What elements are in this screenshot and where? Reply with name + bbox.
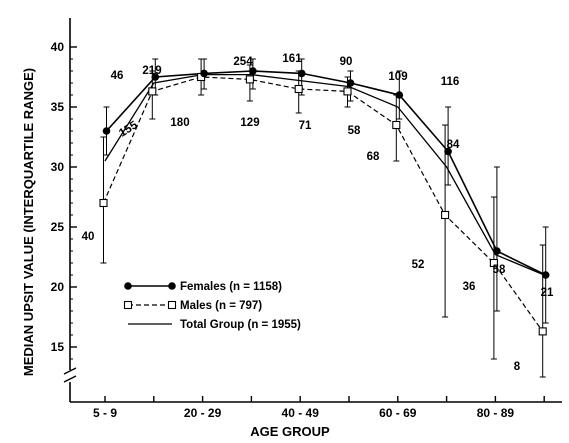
series-lines: [102, 70, 547, 332]
female-point: [444, 147, 452, 156]
male-point: [489, 258, 498, 268]
legend-female-marker: [168, 282, 176, 290]
female-n-label: 58: [493, 264, 506, 276]
female-n-label: 116: [441, 76, 460, 88]
female-point: [151, 73, 160, 81]
female-point: [297, 69, 306, 78]
legend-label: Males (n = 797): [180, 300, 262, 312]
male-point: [148, 87, 157, 96]
male-point: [294, 84, 303, 94]
y-tick-label: 15: [51, 340, 65, 354]
female-point: [346, 79, 355, 87]
total-series-line: [104, 73, 545, 276]
male-point: [343, 87, 352, 96]
male-point: [441, 210, 450, 220]
x-axis-title: AGE GROUP: [250, 424, 330, 439]
female-point: [200, 69, 208, 78]
male-point: [538, 327, 547, 336]
female-point: [395, 91, 404, 99]
female-n-label: 46: [111, 70, 124, 82]
x-tick-label: 20 - 29: [184, 406, 222, 420]
y-tick-label: 30: [51, 160, 65, 174]
male-n-label: 155: [117, 119, 140, 140]
male-n-label: 36: [463, 281, 476, 293]
error-bars: [100, 58, 549, 378]
female-n-label: 109: [388, 71, 407, 83]
female-point: [102, 127, 111, 135]
legend-female-marker: [124, 282, 132, 290]
female-n-label: 90: [340, 56, 353, 68]
n-labels: 46 219 254 161 90 109 116 84 58 21 40 155 180 129 71 58…: [82, 53, 554, 373]
y-tick-label: 35: [51, 100, 65, 114]
x-tick-label: 40 - 49: [282, 406, 320, 420]
series-markers: [99, 67, 550, 336]
female-n-label: 254: [233, 56, 253, 68]
female-point: [249, 67, 257, 75]
male-n-label: 71: [299, 120, 312, 132]
axis-break-mark: [63, 367, 77, 383]
legend-male-marker: [123, 300, 133, 310]
male-point: [99, 198, 108, 208]
axes: 15 20 25 30 35 40 5 - 9 20 - 29 40 - 49 60 - 69 80…: [51, 18, 562, 420]
male-n-label: 129: [240, 117, 259, 129]
male-point: [245, 75, 254, 84]
male-series-line: [102, 76, 544, 332]
female-series-line: [105, 70, 547, 276]
legend: Females (n = 1158) Males (n = 797) Total G…: [123, 281, 301, 331]
female-n-label: 219: [142, 65, 161, 77]
male-point: [392, 120, 401, 130]
female-n-label: 161: [282, 53, 302, 65]
female-point: [541, 271, 550, 279]
female-n-label: 21: [541, 287, 554, 299]
legend-male-marker: [167, 300, 177, 310]
male-n-label: 40: [82, 231, 95, 243]
y-tick-label: 40: [51, 40, 65, 54]
legend-label: Females (n = 1158): [180, 281, 282, 293]
legend-label: Total Group (n = 1955): [180, 319, 301, 331]
female-n-label: 84: [447, 139, 460, 151]
female-point: [493, 247, 501, 255]
y-tick-label: 25: [51, 220, 65, 234]
male-n-label: 180: [170, 117, 189, 129]
male-n-label: 68: [367, 151, 380, 163]
x-tick-label: 5 - 9: [93, 406, 117, 420]
x-tick-label: 80 - 89: [477, 406, 515, 420]
male-n-label: 58: [348, 125, 361, 137]
y-axis-title: MEDIAN UPSIT VALUE (INTERQUARTILE RANGE): [21, 68, 36, 376]
male-n-label: 8: [514, 361, 521, 373]
x-tick-label: 60 - 69: [379, 406, 417, 420]
y-tick-label: 20: [51, 280, 65, 294]
male-n-label: 52: [412, 259, 425, 271]
